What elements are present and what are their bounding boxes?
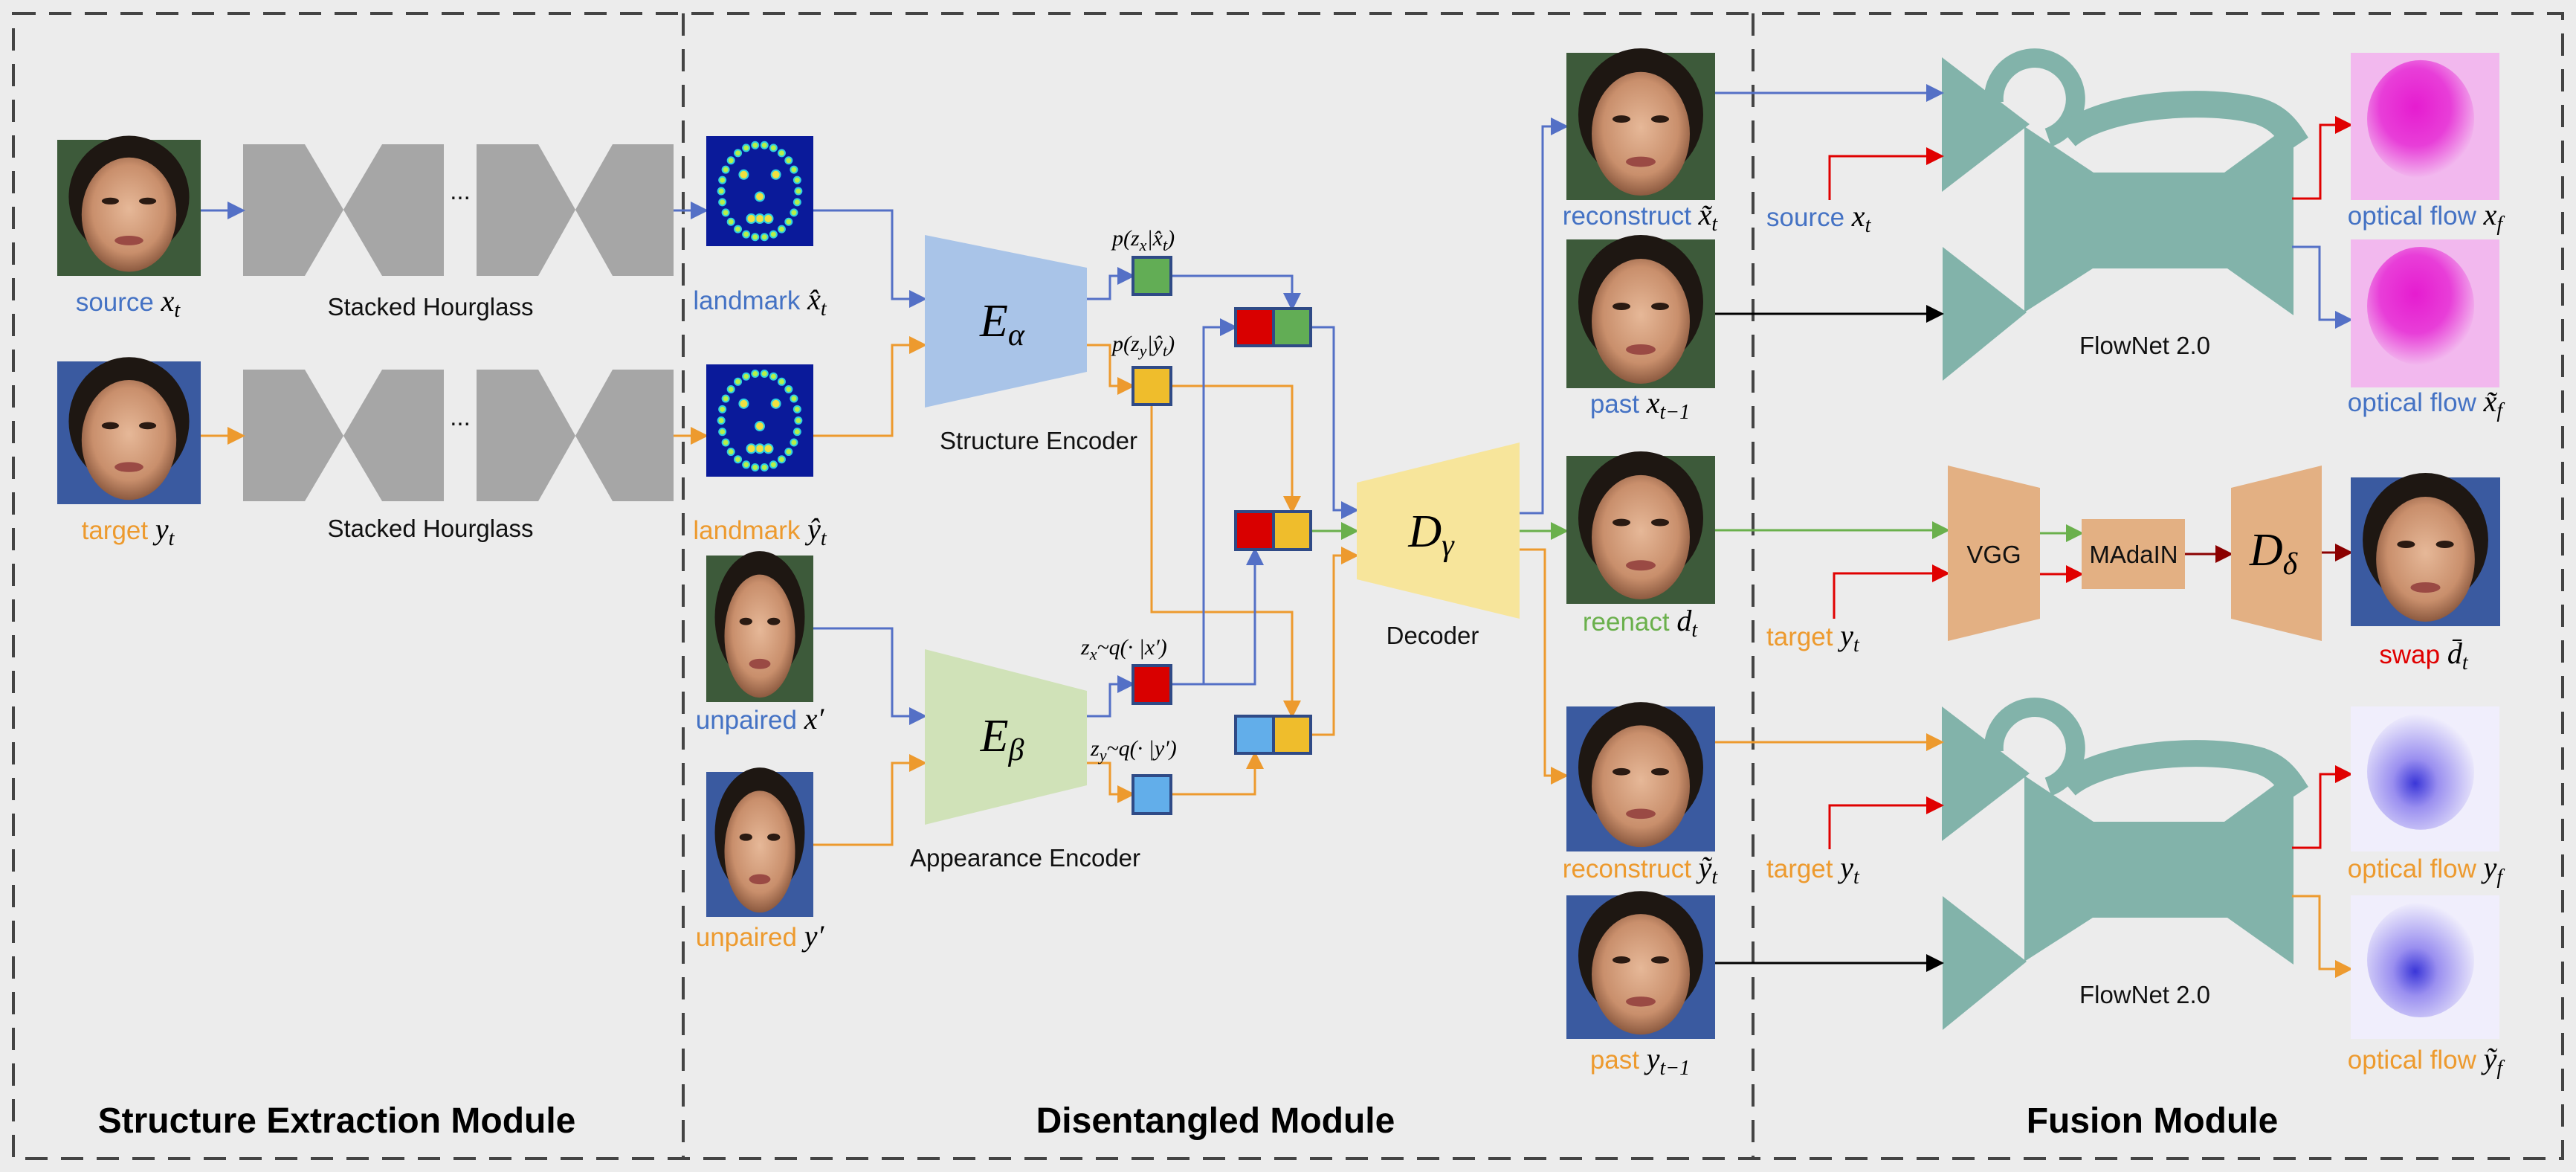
optical-flow-image-y <box>2351 706 2499 851</box>
appearance-encoder-block <box>925 649 1087 825</box>
d-delta-block <box>2231 466 2322 641</box>
label-past-x: past xt−1 <box>1590 386 1690 424</box>
landmark-image-y <box>706 364 813 477</box>
label-e-alpha: Eα <box>979 296 1025 352</box>
optical-flow-image-x <box>2351 53 2499 200</box>
label-target: target yt <box>82 512 175 550</box>
label-q-zy: zy~q(· |y′) <box>1090 736 1177 764</box>
label-flow-y: optical flow yf <box>2348 851 2505 889</box>
decoder-block <box>1357 442 1520 619</box>
face-image-unpaired-x <box>706 551 813 702</box>
ellipsis: ... <box>450 403 471 431</box>
label-unpaired-y: unpaired y′ <box>696 919 825 953</box>
label-appearance-encoder: Appearance Encoder <box>910 844 1140 872</box>
latent-zx-appearance <box>1132 664 1172 705</box>
label-madain: MAdaIN <box>2089 541 2178 568</box>
label-reconstruct-y: reconstruct ỹt <box>1563 851 1719 889</box>
label-stacked-hourglass: Stacked Hourglass <box>328 515 534 542</box>
flownet-block <box>1942 48 2309 381</box>
structure-encoder-block <box>925 235 1087 408</box>
label-fusion-source: source xt <box>1766 199 1872 237</box>
label-reconstruct-x: reconstruct x̃t <box>1563 198 1719 236</box>
concat-red-green-right <box>1272 307 1312 347</box>
label-vgg: VGG <box>1966 541 2021 568</box>
section-title-fusion: Fusion Module <box>2027 1101 2279 1141</box>
face-image-past-y <box>1566 891 1715 1039</box>
face-image-reconstruct-x <box>1566 48 1715 200</box>
label-unpaired-x: unpaired x′ <box>696 702 825 735</box>
flownet-block <box>1942 698 2309 1030</box>
label-fusion-target: target yt <box>1766 851 1860 889</box>
madain-block <box>2082 519 2185 589</box>
ellipsis: ... <box>450 177 471 205</box>
label-decoder: Decoder <box>1387 622 1479 649</box>
concat-blue-yellow-right <box>1272 715 1312 755</box>
label-flow-y-tilde: optical flow ỹf <box>2348 1042 2505 1080</box>
optical-flow-image-y-tilde <box>2351 895 2499 1039</box>
label-landmark-y: landmark ŷt <box>693 512 827 550</box>
label-landmark-x: landmark x̂t <box>693 283 827 321</box>
label-p-zy: p(zy|ŷt) <box>1111 332 1175 360</box>
hourglass-block <box>243 370 444 501</box>
face-image-reconstruct-y <box>1566 702 1715 851</box>
face-image-unpaired-y <box>706 767 813 917</box>
label-past-y: past yt−1 <box>1590 1042 1690 1080</box>
label-reenact: reenact dt <box>1583 604 1698 642</box>
latent-zy-appearance <box>1132 774 1172 815</box>
label-e-beta: Eβ <box>980 711 1024 767</box>
concat-red-yellow-right <box>1272 510 1312 551</box>
label-structure-encoder: Structure Encoder <box>940 427 1137 454</box>
landmark-image-x <box>706 136 813 246</box>
concat-red-yellow <box>1234 510 1275 551</box>
face-image-source <box>57 135 201 276</box>
label-d-gamma: Dγ <box>1407 506 1455 563</box>
latent-zx-structure <box>1132 256 1172 296</box>
face-image-reenact <box>1566 451 1715 604</box>
label-flow-x-tilde: optical flow x̃f <box>2348 384 2505 422</box>
face-image-swap <box>2351 473 2500 626</box>
label-fusion-target: target yt <box>1766 619 1860 657</box>
hourglass-block <box>243 144 444 276</box>
face-image-past-x <box>1566 235 1715 388</box>
label-flownet: FlowNet 2.0 <box>2079 332 2210 359</box>
hourglass-block <box>477 144 674 276</box>
face-image-target <box>57 357 201 504</box>
label-flow-x: optical flow xf <box>2348 198 2505 236</box>
vgg-block <box>1948 466 2040 641</box>
latent-zy-structure <box>1132 366 1172 406</box>
label-q-zx: zx~q(· |x′) <box>1080 635 1167 663</box>
section-title-disentangled: Disentangled Module <box>1036 1101 1395 1141</box>
label-swap: swap d̄t <box>2379 637 2468 674</box>
label-source: source xt <box>76 284 181 322</box>
label-flownet: FlowNet 2.0 <box>2079 981 2210 1008</box>
concat-blue-yellow <box>1234 715 1275 755</box>
outer-border <box>12 12 2564 1160</box>
section-title-structure: Structure Extraction Module <box>98 1101 576 1141</box>
label-stacked-hourglass: Stacked Hourglass <box>328 293 534 321</box>
optical-flow-image-x-tilde <box>2351 239 2499 387</box>
label-p-zx: p(zx|x̂t) <box>1111 226 1175 254</box>
concat-red-green <box>1234 307 1275 347</box>
label-d-delta: Dδ <box>2249 525 2299 582</box>
hourglass-block <box>477 370 674 501</box>
